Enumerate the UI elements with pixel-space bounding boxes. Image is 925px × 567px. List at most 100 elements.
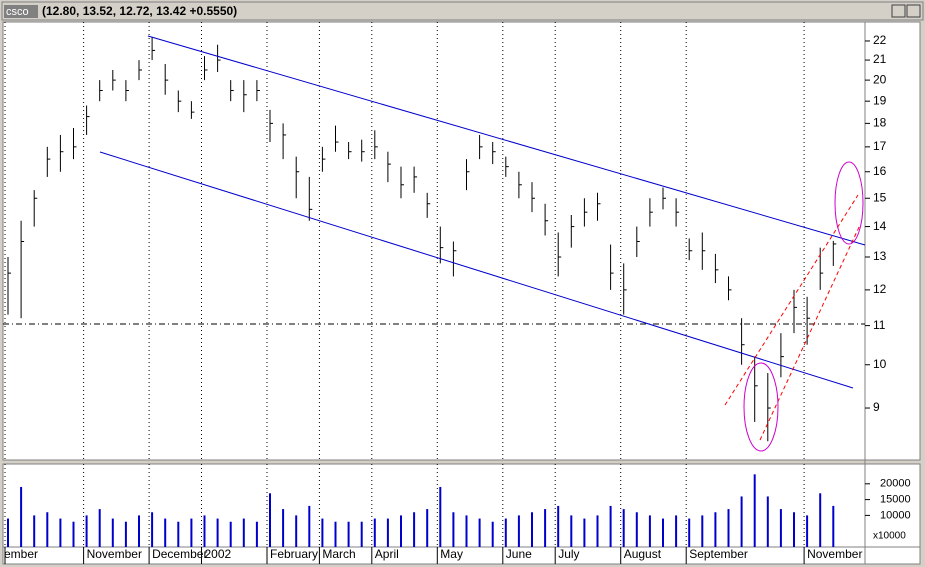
volume-bar: [216, 518, 219, 547]
volume-bar: [282, 509, 285, 547]
channel-bottom: [99, 151, 854, 389]
y-tick-label: 18: [873, 116, 887, 130]
volume-bar: [557, 505, 560, 547]
y-tick-label: 15000: [880, 494, 911, 506]
volume-bar: [386, 518, 389, 547]
volume-bar: [491, 521, 494, 547]
channel-top: [147, 35, 866, 246]
y-tick-label: 15: [873, 190, 887, 204]
volume-bar: [806, 515, 809, 547]
y-tick-label: 20: [873, 72, 887, 86]
price-panel: [2, 21, 921, 461]
volume-bar: [609, 505, 612, 547]
volume-bar: [203, 515, 206, 547]
highlight-low: [743, 362, 779, 452]
volume-bar: [138, 515, 140, 547]
title-bar: [1, 1, 924, 21]
volume-panel: [2, 463, 921, 548]
volume-bar: [242, 518, 245, 547]
volume-bar: [59, 518, 62, 547]
volume-bar: [570, 515, 573, 547]
volume-bar: [255, 521, 258, 547]
x-tick-label: June: [506, 547, 532, 561]
volume-bar: [714, 512, 717, 547]
volume-bar: [531, 512, 533, 547]
minimize-button[interactable]: [891, 4, 906, 18]
y-tick-label: 12: [873, 282, 887, 296]
x-tick-label: December: [152, 547, 207, 561]
volume-bar: [347, 521, 350, 547]
x-tick-label: May: [440, 547, 463, 561]
x-tick-label: March: [322, 547, 355, 561]
x-tick-label: February: [270, 547, 318, 561]
volume-bar: [740, 496, 743, 547]
volume-bar: [334, 521, 337, 547]
date-bar: [2, 546, 921, 565]
volume-bar: [583, 518, 586, 547]
volume-bar: [517, 515, 520, 547]
volume-bar: [452, 512, 455, 547]
quote: (12.80, 13.52, 12.72, 13.42 +0.5550): [42, 4, 237, 18]
y-tick-label: 11: [873, 318, 886, 332]
volume-bar: [400, 515, 402, 547]
volume-bar: [373, 518, 376, 547]
volume-bar: [308, 505, 311, 547]
volume-bar: [478, 518, 481, 547]
volume-units: x10000: [873, 531, 906, 542]
x-tick-label: July: [558, 547, 579, 561]
volume-bar: [190, 518, 193, 547]
volume-bar: [504, 518, 507, 547]
volume-bar: [701, 515, 704, 547]
volume-bar: [164, 518, 167, 547]
y-tick-label: 20000: [880, 478, 911, 490]
y-tick-label: 16: [873, 164, 887, 178]
volume-bar: [688, 518, 691, 547]
y-tick-label: 10000: [880, 509, 911, 521]
volume-bar: [111, 518, 114, 547]
volume-bar: [7, 518, 9, 547]
y-tick-label: 14: [873, 219, 887, 233]
volume-bar: [779, 509, 782, 547]
x-tick-label: September: [689, 547, 748, 561]
volume-bar: [151, 512, 154, 547]
volume-bar: [727, 509, 730, 547]
volume-bar: [177, 521, 180, 547]
volume-bar: [819, 493, 822, 547]
symbol: csco: [6, 6, 29, 18]
volume-bar: [675, 515, 678, 547]
volume-bar: [439, 486, 442, 547]
up-channel-bottom: [759, 224, 861, 441]
highlight-high: [834, 161, 864, 245]
volume-bar: [662, 518, 664, 547]
x-tick-label: April: [375, 547, 399, 561]
volume-bar: [544, 509, 547, 547]
volume-bar: [269, 493, 271, 547]
volume-bar: [596, 515, 599, 547]
volume-bar: [832, 505, 835, 547]
y-tick-label: 17: [873, 139, 887, 153]
x-tick-label: August: [624, 547, 662, 561]
volume-bar: [635, 512, 638, 547]
symbol-box: [4, 5, 38, 18]
close-button[interactable]: [906, 4, 921, 18]
volume-bar: [793, 512, 795, 547]
volume-bar: [295, 515, 298, 547]
volume-bar: [648, 515, 651, 547]
x-tick-label: ember: [4, 547, 38, 561]
x-tick-label: 2002: [205, 547, 232, 561]
volume-bar: [321, 518, 324, 547]
volume-bar: [766, 496, 769, 547]
volume-bar: [98, 509, 101, 547]
volume-bar: [622, 509, 625, 547]
x-tick-label: November: [87, 547, 142, 561]
volume-bar: [20, 486, 23, 547]
volume-bar: [85, 515, 88, 547]
volume-bar: [360, 521, 363, 547]
volume-bar: [426, 509, 429, 547]
volume-bar: [46, 512, 49, 547]
volume-bar: [413, 512, 416, 547]
y-tick-label: 13: [873, 249, 887, 263]
